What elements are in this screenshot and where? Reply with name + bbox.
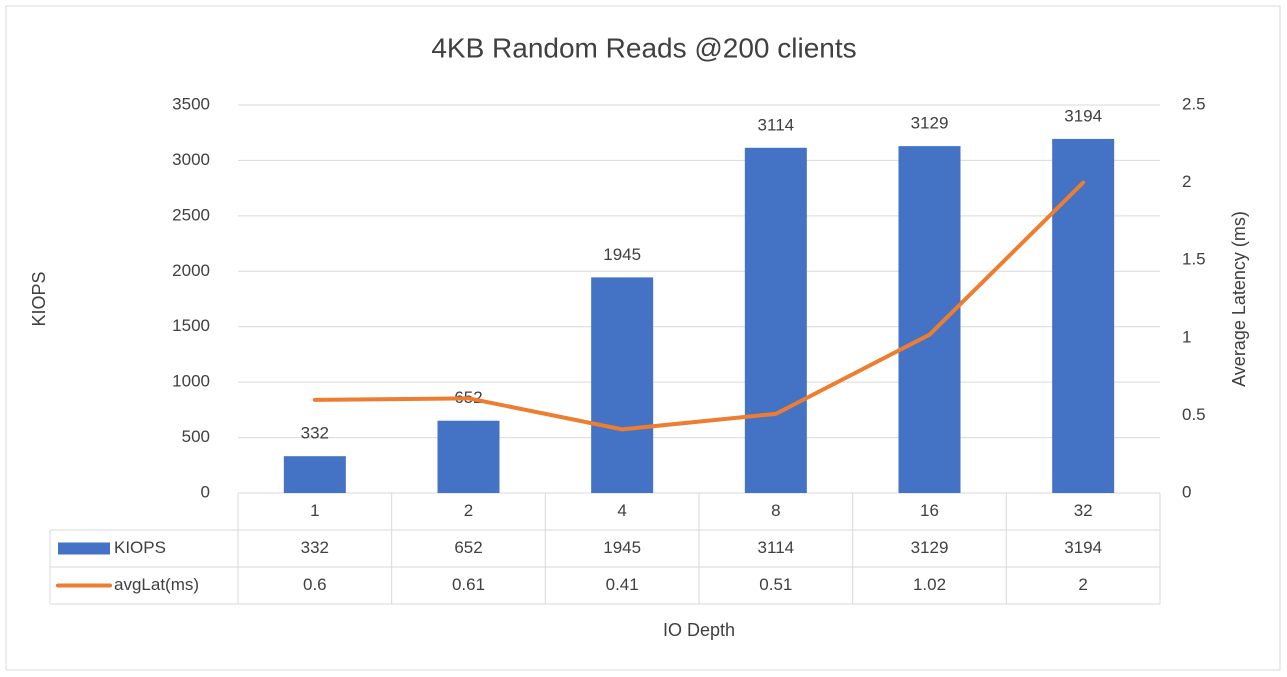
bar xyxy=(591,277,654,493)
bar xyxy=(1052,138,1115,493)
table-cell: 1945 xyxy=(603,538,641,557)
table-cell: 2 xyxy=(1078,575,1087,594)
table-cell: 1.02 xyxy=(913,575,946,594)
bar xyxy=(744,147,807,493)
x-tick-label: 32 xyxy=(1074,501,1093,520)
table-cell: 0.61 xyxy=(452,575,485,594)
y-tick-label: 2500 xyxy=(172,205,210,224)
bar xyxy=(898,146,961,494)
y-axis-title: KIOPS xyxy=(29,271,49,326)
y-tick-label: 1000 xyxy=(172,372,210,391)
line-series xyxy=(312,180,1086,432)
legend-label: KIOPS xyxy=(114,538,166,557)
table-cell: 0.51 xyxy=(759,575,792,594)
legend-label: avgLat(ms) xyxy=(114,575,199,594)
y2-tick-label: 2.5 xyxy=(1182,94,1206,113)
data-label: 3129 xyxy=(911,114,949,133)
legend-key xyxy=(58,542,110,555)
table-cell: 3194 xyxy=(1064,538,1102,557)
data-label: 332 xyxy=(301,424,329,443)
y-tick-label: 500 xyxy=(182,427,210,446)
x-axis-title: IO Depth xyxy=(663,620,735,640)
data-label: 3194 xyxy=(1064,106,1102,125)
bar xyxy=(283,456,346,493)
y2-axis-title: Average Latency (ms) xyxy=(1229,211,1249,387)
table-cell: 0.6 xyxy=(303,575,327,594)
x-tick-label: 4 xyxy=(617,501,626,520)
y2-tick-label: 0.5 xyxy=(1182,405,1206,424)
y-tick-label: 3000 xyxy=(172,150,210,169)
x-tick-label: 2 xyxy=(464,501,473,520)
data-label: 1945 xyxy=(603,245,641,264)
bar xyxy=(437,420,500,493)
y2-tick-label: 1 xyxy=(1182,327,1191,346)
table-cell: 0.41 xyxy=(606,575,639,594)
y2-tick-label: 0 xyxy=(1182,482,1191,501)
table-cell: 3114 xyxy=(758,538,795,557)
y2-tick-label: 2 xyxy=(1182,172,1191,191)
y-tick-label: 3500 xyxy=(172,94,210,113)
y-tick-label: 2000 xyxy=(172,261,210,280)
chart-title: 4KB Random Reads @200 clients xyxy=(431,32,856,63)
data-label: 3114 xyxy=(758,115,795,134)
table-cell: 652 xyxy=(454,538,482,557)
x-tick-label: 1 xyxy=(310,501,319,520)
y2-tick-label: 1.5 xyxy=(1182,250,1206,269)
table-cell: 3129 xyxy=(911,538,949,557)
y-tick-label: 1500 xyxy=(172,316,210,335)
table-cell: 332 xyxy=(301,538,329,557)
y-tick-label: 0 xyxy=(201,482,210,501)
x-tick-label: 16 xyxy=(920,501,939,520)
x-tick-label: 8 xyxy=(771,501,780,520)
